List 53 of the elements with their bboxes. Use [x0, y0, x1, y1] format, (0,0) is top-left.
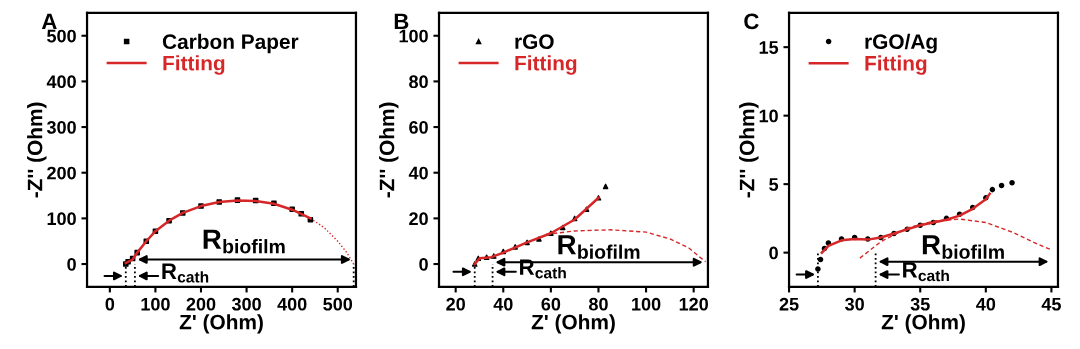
x-tick-label: 20 [446, 297, 465, 311]
x-tick-label: 120 [679, 297, 708, 311]
x-axis-title: Z' (Ohm) [531, 314, 615, 334]
chart-title: B [394, 13, 409, 30]
x-tick-label: 60 [541, 297, 561, 311]
x-tick-label: 25 [779, 297, 799, 311]
legend-label: rGO/Ag [865, 33, 937, 54]
annotation: R$_{biofilm}$ [558, 235, 640, 259]
y-axis-title: -Z'' (Ohm) [379, 102, 399, 198]
y-axis-title: -Z'' (Ohm) [27, 102, 47, 198]
annotation: R$_{biofilm}$ [203, 229, 285, 254]
annotation: R$_{cath}$ [162, 263, 209, 283]
y-tick-label: 100 [399, 29, 428, 43]
chart-title: A [41, 13, 57, 30]
y-tick-label: 5 [769, 178, 779, 191]
y-tick-label: 0 [769, 246, 778, 260]
legend-label: Carbon Paper [162, 33, 299, 54]
legend-label: Fitting [163, 55, 225, 75]
x-tick-label: 200 [186, 297, 216, 311]
y-tick-label: 10 [759, 109, 778, 123]
x-axis-title: Z' (Ohm) [881, 314, 965, 334]
y-tick-label: 500 [47, 29, 76, 43]
legend-label: Fitting [865, 55, 927, 75]
chart-title: C [744, 13, 759, 30]
y-tick-label: 40 [408, 166, 428, 180]
y-tick-label: 200 [47, 166, 76, 180]
y-tick-label: 300 [46, 121, 76, 134]
x-tick-label: 100 [632, 297, 661, 311]
x-axis-title: Z' (Ohm) [179, 314, 263, 334]
x-tick-label: 500 [323, 297, 353, 311]
x-tick-label: 40 [976, 297, 996, 311]
y-tick-label: 80 [409, 75, 428, 89]
y-tick-label: 0 [419, 257, 428, 271]
y-tick-label: 100 [47, 212, 76, 226]
y-tick-label: 60 [409, 121, 428, 134]
y-tick-label: 15 [759, 41, 779, 54]
legend-label: Fitting [515, 55, 577, 75]
x-tick-label: 400 [277, 297, 307, 311]
annotation: R$_{cath}$ [903, 262, 949, 282]
x-tick-label: 45 [1041, 297, 1061, 311]
y-tick-label: 400 [46, 75, 76, 89]
y-tick-label: 20 [409, 212, 428, 226]
y-axis-title: -Z'' (Ohm) [739, 102, 759, 198]
y-tick-label: 0 [67, 257, 76, 271]
x-tick-label: 30 [845, 297, 864, 311]
x-tick-label: 0 [105, 297, 115, 311]
annotation: R$_{biofilm}$ [922, 235, 1004, 259]
x-tick-label: 35 [910, 297, 930, 311]
x-tick-label: 100 [141, 297, 170, 311]
legend-label: rGO [515, 34, 554, 50]
x-tick-label: 80 [589, 297, 608, 311]
x-tick-label: 300 [231, 297, 261, 311]
x-tick-label: 40 [493, 297, 513, 311]
